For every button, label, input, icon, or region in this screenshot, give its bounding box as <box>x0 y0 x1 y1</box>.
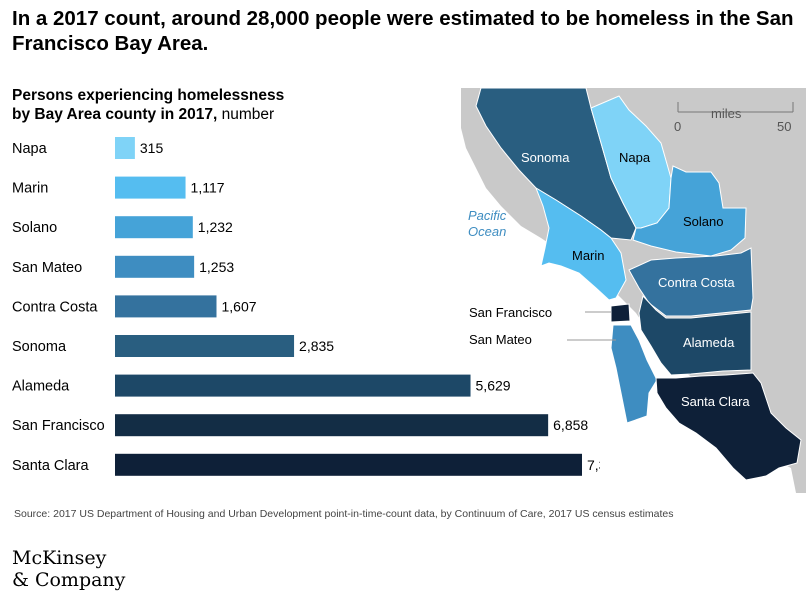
value-label: 5,629 <box>476 378 511 394</box>
county-marin <box>535 186 627 301</box>
callout-bg-san-mateo <box>467 328 567 348</box>
bay-area-map: miles 0 50 Sonoma Napa Solano Marin Cont… <box>461 88 806 493</box>
subtitle-line-1: Persons experiencing homelessness <box>12 87 285 104</box>
logo-line-1: McKinsey <box>12 547 107 569</box>
subtitle-unit: number <box>221 106 275 123</box>
category-label: Santa Clara <box>12 458 90 474</box>
value-label: 1,607 <box>221 298 256 314</box>
county-san-mateo <box>610 324 658 424</box>
value-label: 1,232 <box>198 219 233 235</box>
label-solano: Solano <box>683 214 723 229</box>
label-marin: Marin <box>572 248 605 263</box>
headline: In a 2017 count, around 28,000 people we… <box>12 7 794 55</box>
value-label: 1,253 <box>199 259 234 275</box>
subtitle-line-2: by Bay Area county in 2017, <box>12 106 218 123</box>
bar <box>115 255 195 278</box>
label-napa: Napa <box>619 150 651 165</box>
callout-bg-san-francisco <box>467 301 585 321</box>
category-label: San Francisco <box>12 418 105 434</box>
label-santa-clara: Santa Clara <box>681 394 750 409</box>
callout-san-mateo: San Mateo <box>469 332 532 347</box>
bar <box>115 453 582 476</box>
county-solano <box>632 165 747 257</box>
county-san-francisco <box>610 303 631 323</box>
bar <box>115 295 217 318</box>
label-sonoma: Sonoma <box>521 150 570 165</box>
value-label: 6,858 <box>553 417 588 433</box>
bar <box>115 137 135 159</box>
bar-chart: Napa 315 Marin 1,117 Solano 1,232 San Mateo 1,2… <box>12 137 600 476</box>
bar <box>115 335 295 357</box>
bar <box>115 374 471 397</box>
scale-end: 50 <box>777 119 791 134</box>
logo-line-2: & Company <box>12 569 126 591</box>
scale-start: 0 <box>674 119 681 134</box>
mckinsey-logo: McKinsey & Company <box>12 547 125 591</box>
category-label: Sonoma <box>12 339 67 355</box>
category-label: San Mateo <box>12 260 82 276</box>
category-label: Alameda <box>12 379 70 395</box>
county-santa-clara <box>655 372 802 481</box>
category-label: Marin <box>12 181 48 197</box>
ocean-label-line-2: Ocean <box>468 224 506 239</box>
ocean-label-line-1: Pacific <box>468 208 507 223</box>
category-label: Solano <box>12 220 57 236</box>
category-label: Contra Costa <box>12 299 98 315</box>
value-label: 1,117 <box>191 180 225 196</box>
bar <box>115 414 549 437</box>
chart-subtitle: Persons experiencing homelessness by Bay… <box>12 86 284 124</box>
value-label: 7,394 <box>587 457 600 473</box>
bar <box>115 176 186 199</box>
county-alameda <box>638 294 752 376</box>
scale-bar <box>677 102 794 113</box>
category-label: Napa <box>12 141 48 157</box>
source-note: Source: 2017 US Department of Housing an… <box>14 508 674 520</box>
bar <box>115 216 193 239</box>
scale-label: miles <box>711 106 742 121</box>
value-label: 315 <box>140 140 164 156</box>
callout-san-francisco: San Francisco <box>469 305 552 320</box>
value-label: 2,835 <box>299 338 334 354</box>
label-contra-costa: Contra Costa <box>658 275 735 290</box>
label-alameda: Alameda <box>683 335 735 350</box>
